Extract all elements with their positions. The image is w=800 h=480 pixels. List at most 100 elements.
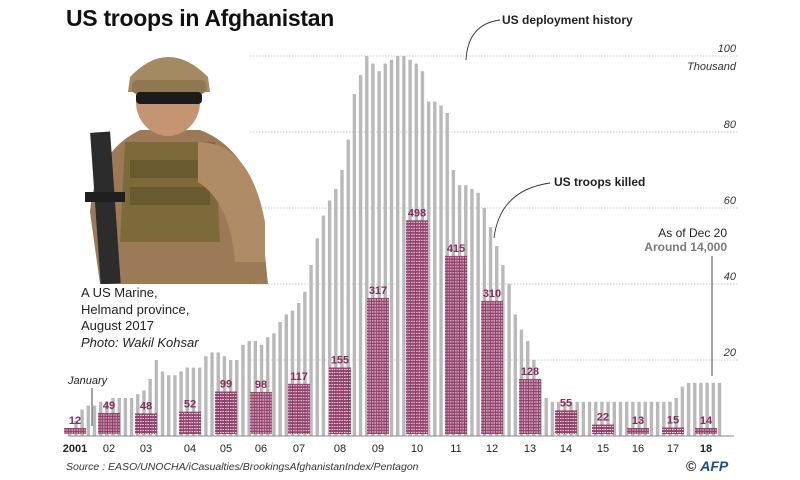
y-tick-label: 60 xyxy=(724,195,737,207)
killed-leader xyxy=(493,182,551,239)
deployment-bar xyxy=(476,192,480,436)
killed-label: 498 xyxy=(408,207,426,219)
deployment-bar xyxy=(402,56,406,436)
deployment-bar xyxy=(606,401,610,436)
x-tick-label: 11 xyxy=(450,443,461,455)
as-of-annotation: As of Dec 20 xyxy=(658,226,727,240)
killed-annotation: US troops killed xyxy=(554,175,645,189)
deployment-bar xyxy=(160,371,165,436)
deployment-bar xyxy=(259,344,264,436)
deployment-bar xyxy=(241,344,245,436)
chart-title: US troops in Afghanistan xyxy=(66,5,334,31)
killed-bar xyxy=(64,428,86,434)
deployment-bar xyxy=(253,341,258,436)
x-tick-label: 06 xyxy=(255,443,267,455)
deployment-bar xyxy=(655,401,660,436)
killed-bar xyxy=(215,391,237,434)
deployment-bar xyxy=(327,200,332,436)
y-axis-ticks: 20 40 60 80 100 Thousand xyxy=(687,43,737,359)
deployment-bar xyxy=(352,94,357,436)
deployment-bar xyxy=(278,322,282,436)
afp-logo: © AFP xyxy=(686,458,728,474)
killed-label: 13 xyxy=(632,415,644,427)
x-tick-label: 17 xyxy=(667,443,679,455)
caption-line-1: A US Marine, xyxy=(81,285,158,300)
deployment-bar xyxy=(631,401,635,436)
killed-label: 128 xyxy=(521,366,539,378)
x-tick-label: 08 xyxy=(334,443,346,455)
x-tick-label: 14 xyxy=(560,443,572,455)
deployment-bar xyxy=(383,63,388,436)
killed-label: 310 xyxy=(483,288,501,300)
deployment-bar xyxy=(513,314,517,436)
deployment-bar xyxy=(594,401,598,436)
x-tick-label: 03 xyxy=(140,443,152,455)
deployment-bar xyxy=(600,401,604,436)
killed-bar xyxy=(662,427,684,434)
deployment-bar xyxy=(303,291,307,436)
deployment-bar xyxy=(185,367,189,436)
deployment-bar xyxy=(284,314,288,436)
killed-label: 99 xyxy=(220,379,232,391)
deployment-bar xyxy=(210,352,214,436)
y-tick-label: 40 xyxy=(724,271,737,283)
x-tick-label: 04 xyxy=(184,443,196,455)
deployment-bar xyxy=(674,398,678,436)
killed-bar xyxy=(98,412,120,434)
soldier-photo xyxy=(85,57,268,284)
deployment-bar xyxy=(575,401,579,436)
y-tick-label: 20 xyxy=(723,347,737,359)
deployment-bar xyxy=(191,367,196,436)
deployment-bar xyxy=(581,401,586,436)
deployment-bar xyxy=(365,56,369,436)
x-axis-ticks: 2001 02 03 04 05 06 07 08 09 10 11 12 13 14 15 16 17 18 xyxy=(63,435,734,455)
x-tick-label: 09 xyxy=(372,443,384,455)
x-tick-label: 07 xyxy=(293,443,305,455)
killed-label: 317 xyxy=(369,285,387,297)
deployment-bar xyxy=(624,401,629,436)
deployment-bar xyxy=(680,386,685,436)
killed-bar xyxy=(288,383,310,434)
deployment-bar xyxy=(173,375,177,436)
deployment-bar xyxy=(142,390,146,436)
killed-markers xyxy=(64,220,717,435)
killed-label: 12 xyxy=(69,415,81,427)
deployment-bar xyxy=(705,382,709,436)
deployment-bar xyxy=(668,401,672,436)
deployment-bar xyxy=(587,401,592,436)
deployment-bar xyxy=(507,284,511,436)
deployment-bar xyxy=(290,310,295,436)
afp-wordmark: AFP xyxy=(700,458,729,474)
deployment-bar xyxy=(167,375,171,436)
photo-credit: Photo: Wakil Kohsar xyxy=(81,334,199,350)
killed-label: 49 xyxy=(103,400,115,412)
deployment-bar xyxy=(296,303,301,436)
killed-bar xyxy=(250,391,272,434)
x-tick-label: 13 xyxy=(524,443,536,455)
deployment-bar xyxy=(197,367,202,436)
deployment-bar xyxy=(247,341,251,436)
deployment-bar xyxy=(396,56,400,436)
killed-bar xyxy=(329,367,351,434)
deployment-bar xyxy=(346,139,350,436)
x-tick-label: 12 xyxy=(486,443,498,455)
deployment-bar xyxy=(358,75,363,436)
x-tick-label: 16 xyxy=(632,443,644,455)
killed-label: 155 xyxy=(331,354,349,366)
deployment-bar xyxy=(334,189,338,436)
deployment-bar xyxy=(433,101,437,436)
x-tick-label: 10 xyxy=(411,443,423,455)
deployment-bar xyxy=(154,360,159,436)
killed-label: 415 xyxy=(447,243,465,255)
killed-bar xyxy=(555,410,577,434)
x-tick-label: 15 xyxy=(597,443,609,455)
deployment-bar xyxy=(340,170,344,436)
deployment-bar xyxy=(272,333,276,436)
deployment-bar xyxy=(148,379,152,436)
deployment-leader xyxy=(465,19,501,61)
deployment-bar xyxy=(699,382,703,436)
deployment-bar xyxy=(204,356,208,436)
deployment-bar xyxy=(123,398,128,436)
